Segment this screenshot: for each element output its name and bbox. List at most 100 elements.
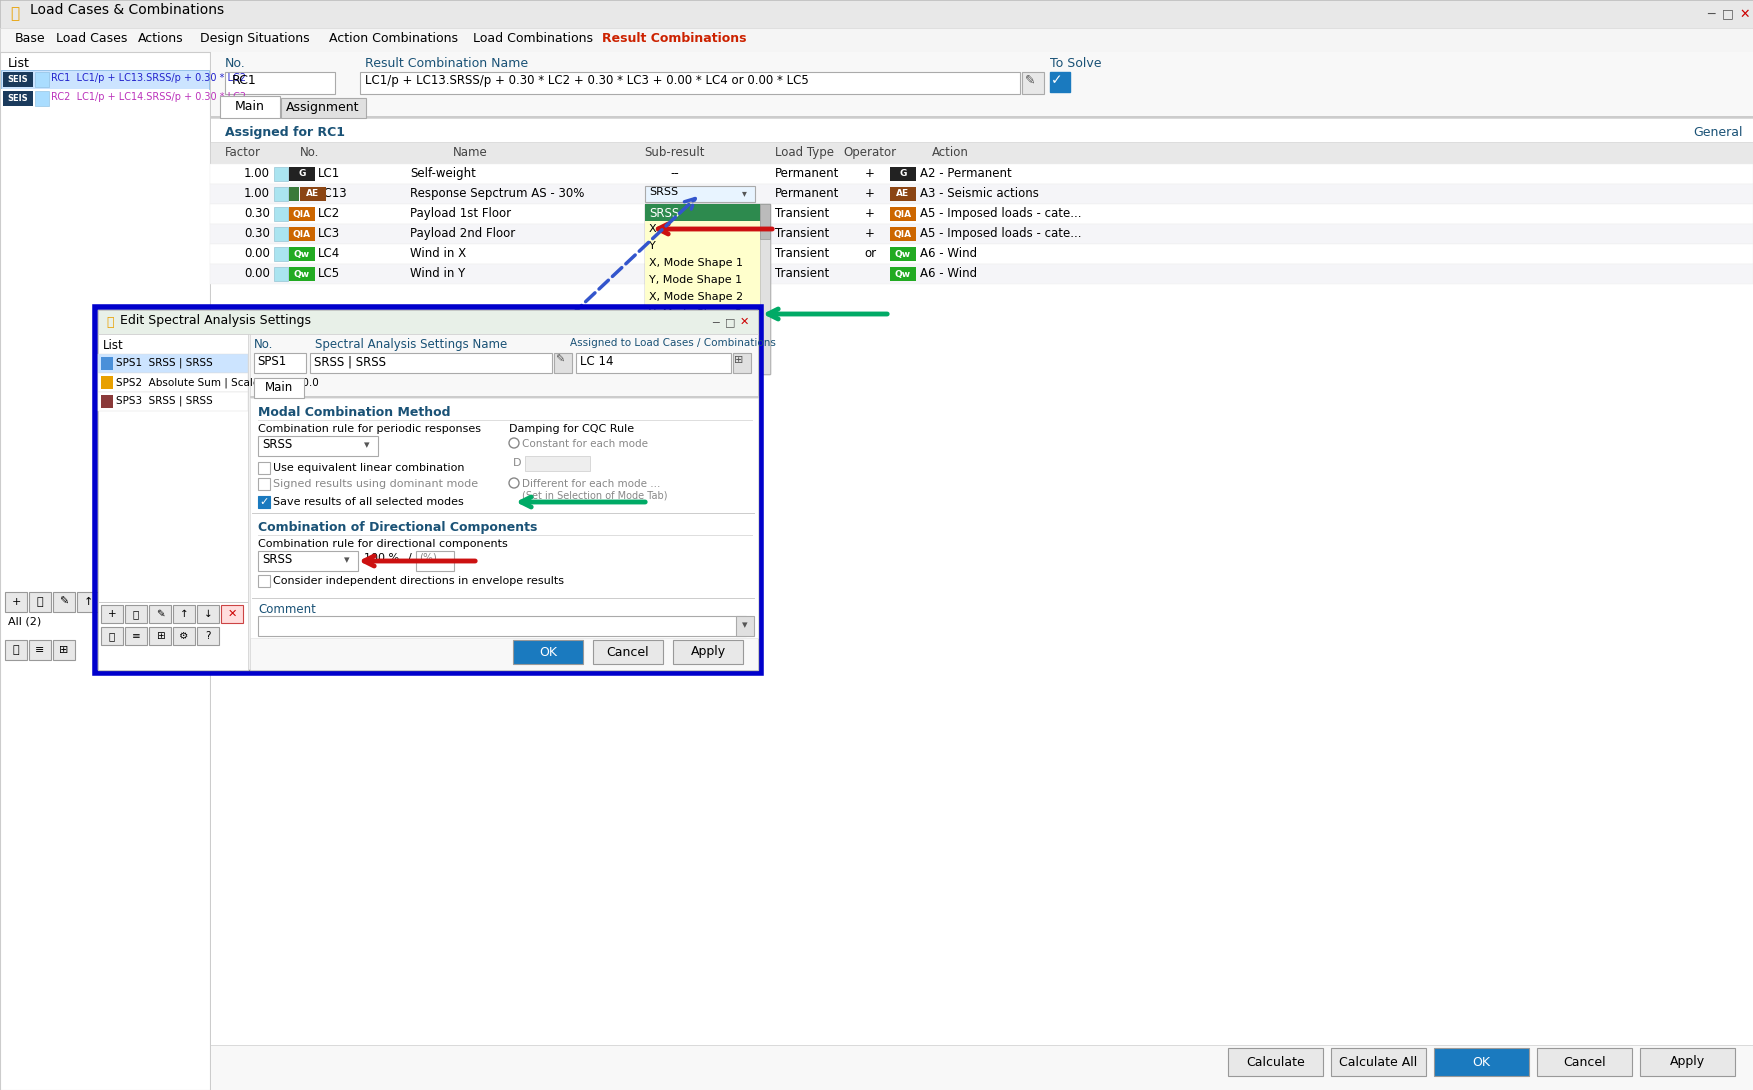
Text: Use equivalent linear combination: Use equivalent linear combination	[273, 463, 465, 473]
Text: Constant for each mode: Constant for each mode	[522, 439, 649, 449]
Text: Actions: Actions	[138, 32, 184, 45]
Bar	[149, 627, 172, 645]
Bar	[415, 552, 454, 571]
Text: ↑: ↑	[84, 597, 93, 607]
Bar	[289, 267, 316, 281]
Text: LC1/p + LC13.SRSS/p + 0.30 * LC2 + 0.30 * LC3 + 0.00 * LC4 or 0.00 * LC5: LC1/p + LC13.SRSS/p + 0.30 * LC2 + 0.30 …	[365, 74, 808, 87]
Bar	[258, 616, 747, 635]
Bar	[273, 167, 287, 181]
Text: ≡: ≡	[35, 645, 44, 655]
Text: ▾: ▾	[742, 620, 749, 630]
Text: ▾: ▾	[365, 440, 370, 450]
Bar	[251, 396, 757, 398]
Text: Comment: Comment	[258, 603, 316, 616]
Bar	[645, 238, 770, 255]
Text: ≡: ≡	[131, 631, 140, 641]
Text: ✕: ✕	[228, 609, 237, 619]
Text: Factor: Factor	[224, 146, 261, 159]
Bar	[4, 90, 33, 106]
Bar	[645, 323, 770, 340]
Text: Qw: Qw	[896, 250, 912, 258]
Text: No.: No.	[254, 338, 273, 351]
Text: □: □	[1721, 8, 1734, 21]
Text: X, Mode Shape 1: X, Mode Shape 1	[649, 258, 743, 268]
Bar	[4, 72, 33, 87]
Bar	[210, 225, 1753, 244]
Bar	[35, 90, 49, 106]
Text: Response Sepctrum AS - 30%: Response Sepctrum AS - 30%	[410, 187, 584, 199]
Text: LC1: LC1	[317, 167, 340, 180]
Text: ↓: ↓	[107, 597, 117, 607]
Text: LC5: LC5	[317, 267, 340, 280]
Text: LC 14: LC 14	[580, 355, 614, 368]
Text: Qw: Qw	[295, 250, 310, 258]
Text: SPS1: SPS1	[258, 355, 286, 368]
Text: 🔍: 🔍	[109, 631, 116, 641]
Bar	[210, 184, 1753, 204]
Text: List: List	[9, 57, 30, 70]
Bar	[149, 605, 172, 623]
Bar	[77, 592, 98, 611]
Bar	[645, 204, 770, 221]
Bar	[645, 255, 770, 272]
Bar	[310, 353, 552, 373]
Bar	[1537, 1047, 1632, 1076]
Text: 0.30: 0.30	[244, 207, 270, 220]
Text: Operator: Operator	[843, 146, 896, 159]
Text: ▾: ▾	[344, 555, 349, 565]
Text: SPS3  SRSS | SRSS: SPS3 SRSS | SRSS	[116, 396, 212, 407]
Bar	[645, 358, 770, 374]
Bar	[210, 244, 1753, 264]
Text: Spectral Analysis Settings Name: Spectral Analysis Settings Name	[316, 338, 507, 351]
Text: Load Combinations: Load Combinations	[473, 32, 593, 45]
Text: X, Mode Shape 2: X, Mode Shape 2	[649, 292, 743, 302]
Bar	[645, 289, 770, 306]
Text: Payload 2nd Floor: Payload 2nd Floor	[410, 227, 515, 240]
Text: QIA: QIA	[894, 209, 912, 218]
Text: 1.00: 1.00	[244, 187, 270, 199]
Text: Different for each mode ...: Different for each mode ...	[522, 479, 661, 489]
Text: +: +	[107, 609, 116, 619]
Text: or: or	[864, 247, 876, 261]
Bar	[891, 227, 917, 241]
Text: Save results of all selected modes: Save results of all selected modes	[273, 497, 465, 507]
Bar	[35, 72, 49, 87]
Text: Load Cases & Combinations: Load Cases & Combinations	[30, 3, 224, 17]
Bar	[645, 272, 770, 289]
Text: Wind in X: Wind in X	[410, 247, 466, 261]
Bar	[0, 0, 1753, 28]
Text: OK: OK	[538, 645, 557, 658]
Bar	[210, 118, 1753, 1045]
Text: Y, Mode Shape 1: Y, Mode Shape 1	[649, 275, 742, 284]
Bar	[273, 227, 287, 241]
Bar	[210, 142, 1753, 164]
Text: LC4: LC4	[317, 247, 340, 261]
Bar	[645, 306, 770, 323]
Text: A2 - Permanent: A2 - Permanent	[920, 167, 1011, 180]
Text: Calculate All: Calculate All	[1339, 1055, 1418, 1068]
Bar	[289, 247, 316, 261]
Text: 100 %: 100 %	[365, 553, 400, 564]
Text: Wind in Y: Wind in Y	[410, 267, 465, 280]
Text: Cancel: Cancel	[1564, 1055, 1606, 1068]
Text: ⊞: ⊞	[60, 645, 68, 655]
Bar	[98, 310, 757, 670]
Bar	[98, 373, 247, 392]
Bar	[733, 353, 750, 373]
Bar	[258, 496, 270, 508]
Text: Qw: Qw	[295, 269, 310, 279]
Text: Cancel: Cancel	[607, 645, 649, 658]
Bar	[645, 204, 770, 374]
Text: ✓: ✓	[259, 497, 268, 507]
Text: SRSS: SRSS	[649, 187, 678, 197]
Text: SPS2  Absolute Sum | Scaled Sum 30.0: SPS2 Absolute Sum | Scaled Sum 30.0	[116, 377, 319, 388]
Bar	[53, 640, 75, 661]
Text: No.: No.	[300, 146, 319, 159]
Bar	[102, 376, 112, 389]
Bar	[210, 264, 1753, 284]
Text: G: G	[899, 170, 906, 179]
Bar	[645, 221, 770, 238]
Text: /: /	[408, 553, 412, 564]
Bar	[359, 72, 1020, 94]
Text: OK: OK	[1473, 1055, 1490, 1068]
